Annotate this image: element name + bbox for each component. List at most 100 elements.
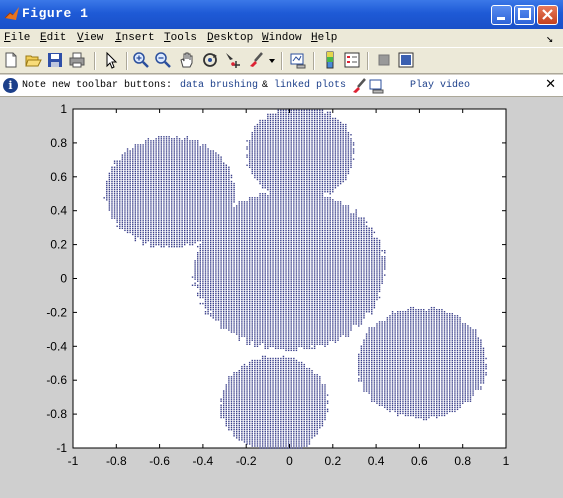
scatter-point (248, 370, 251, 372)
play-video-link[interactable]: Play video (410, 80, 471, 91)
maximize-button[interactable] (514, 5, 535, 25)
scatter-point (394, 337, 396, 339)
scatter-point (295, 311, 298, 313)
close-window-button[interactable] (537, 5, 558, 25)
scatter-point (386, 349, 389, 352)
scatter-point (381, 343, 383, 345)
scatter-point (251, 390, 253, 392)
open-icon[interactable] (24, 51, 42, 69)
colorbar-icon[interactable] (321, 51, 339, 69)
data-cursor-icon[interactable] (224, 51, 242, 69)
scatter-point (313, 431, 316, 433)
scatter-point (261, 363, 264, 366)
scatter-point (407, 345, 409, 347)
scatter-point (451, 325, 454, 327)
scatter-point (410, 337, 412, 339)
scatter-point (233, 394, 235, 396)
scatter-point (459, 378, 461, 380)
scatter-point (384, 341, 386, 343)
scatter-point (300, 333, 303, 335)
menu-help[interactable]: Help (311, 32, 338, 44)
scatter-point (277, 382, 279, 384)
edit-plot-arrow-icon[interactable] (102, 51, 120, 69)
print-icon[interactable] (68, 51, 86, 69)
menu-window[interactable]: Window (262, 32, 302, 44)
scatter-point (290, 302, 292, 305)
scatter-point (391, 390, 394, 392)
scatter-point (220, 406, 222, 409)
scatter-point (238, 317, 240, 319)
show-plot-tools-icon[interactable] (397, 51, 415, 69)
scatter-point (267, 333, 269, 335)
scatter-point (316, 382, 318, 384)
scatter-point (420, 345, 422, 347)
scatter-point (261, 435, 264, 437)
scatter-point (425, 384, 428, 386)
scatter-point (472, 370, 474, 372)
link-plot-icon[interactable] (289, 51, 307, 69)
menu-file[interactable]: File (4, 32, 31, 44)
scatter-point (402, 365, 404, 368)
pan-hand-icon[interactable] (178, 51, 196, 69)
scatter-point (285, 300, 287, 303)
scatter-point (316, 341, 318, 343)
scatter-point (394, 386, 396, 388)
new-figure-icon[interactable] (2, 51, 20, 69)
menu-tools[interactable]: Tools (164, 32, 198, 44)
scatter-point (230, 404, 233, 406)
scatter-point (389, 325, 391, 327)
scatter-point (319, 313, 321, 315)
scatter-point (386, 376, 389, 378)
scatter-point (308, 323, 311, 325)
scatter-point (282, 317, 285, 319)
brush-dropdown-icon[interactable] (267, 51, 277, 69)
scatter-point (311, 416, 313, 419)
linked-plots-link[interactable]: linked plots (274, 80, 347, 91)
scatter-point (339, 331, 342, 333)
hide-plot-tools-icon[interactable] (375, 51, 393, 69)
minimize-button[interactable] (491, 5, 512, 25)
scatter-point (246, 302, 248, 305)
dock-arrow-icon[interactable]: ↘ (546, 32, 554, 46)
scatter-point (238, 416, 240, 419)
scatter-point (389, 315, 391, 317)
scatter-point (259, 378, 261, 380)
scatter-point (404, 410, 407, 413)
scatter-point (360, 363, 363, 366)
save-icon[interactable] (46, 51, 64, 69)
brush-icon[interactable] (247, 51, 265, 69)
scatter-point (241, 433, 243, 435)
scatter-point (355, 300, 357, 303)
scatter-point (238, 398, 240, 400)
scatter-point (407, 357, 409, 360)
scatter-point (220, 404, 222, 406)
scatter-point (308, 398, 311, 400)
scatter-point (285, 302, 287, 305)
scatter-point (290, 428, 292, 431)
menu-insert[interactable]: Insert (115, 32, 155, 44)
scatter-point (433, 353, 435, 356)
scatter-point (207, 300, 209, 303)
scatter-point (259, 433, 261, 435)
scatter-point (399, 384, 402, 386)
menu-edit[interactable]: Edit (40, 32, 67, 44)
menu-view[interactable]: View (77, 32, 104, 44)
scatter-point (285, 363, 287, 366)
scatter-point (261, 317, 264, 319)
rotate-3d-icon[interactable] (201, 51, 219, 69)
scatter-point (235, 435, 238, 437)
legend-icon[interactable] (343, 51, 361, 69)
scatter-point (436, 376, 438, 378)
data-brushing-link[interactable]: data brushing (180, 80, 259, 91)
scatter-point (311, 437, 313, 439)
scatter-point (241, 406, 243, 409)
scatter-point (264, 447, 266, 449)
close-info-icon[interactable]: ✕ (545, 77, 556, 92)
scatter-point (311, 433, 313, 435)
scatter-point (326, 335, 329, 337)
zoom-in-icon[interactable] (132, 51, 150, 69)
menu-desktop[interactable]: Desktop (207, 32, 254, 44)
zoom-out-icon[interactable] (154, 51, 172, 69)
scatter-point (371, 372, 373, 374)
scatter-point (199, 302, 201, 305)
